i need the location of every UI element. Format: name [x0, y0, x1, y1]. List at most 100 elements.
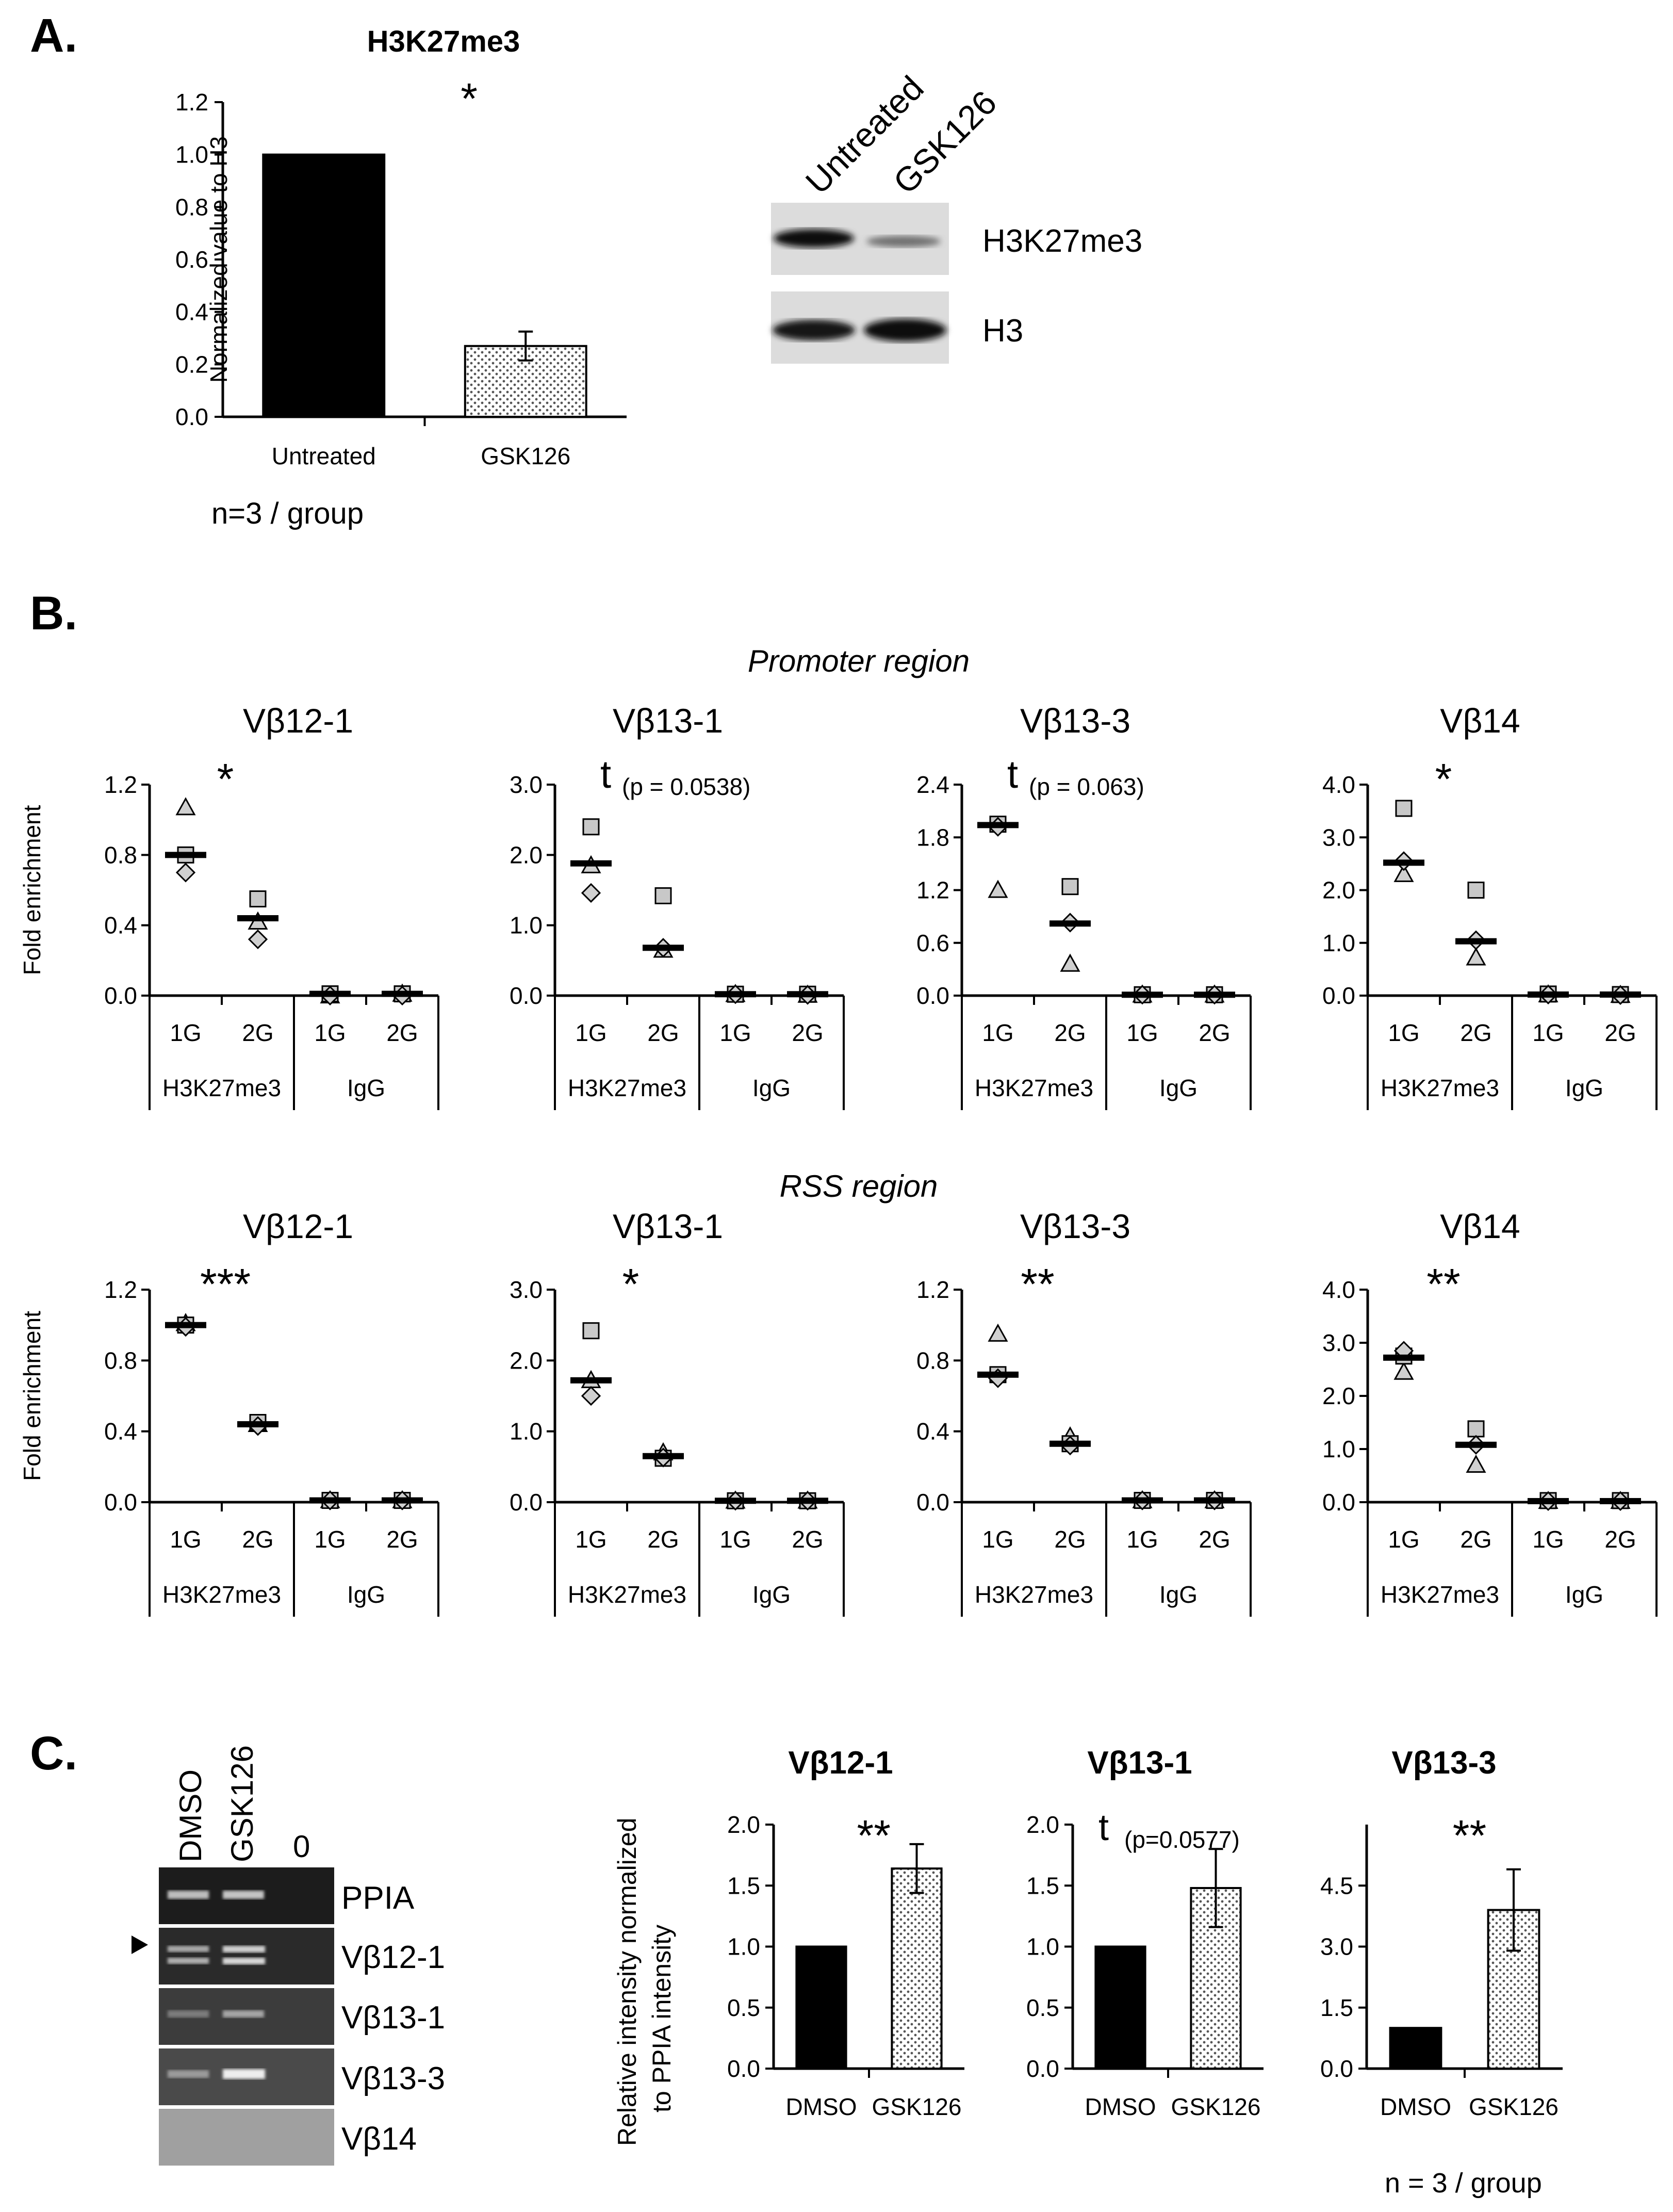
y-tick-label: 1.8 [916, 824, 949, 851]
y-tick-label: 0.6 [175, 246, 208, 273]
gel-band-ppia-gsk126 [223, 1891, 264, 1899]
y-tick-label: 0.0 [175, 403, 208, 430]
gel-band-vb13-1-gsk126 [223, 2010, 264, 2018]
square-marker [1467, 882, 1485, 899]
mean-bar [643, 945, 684, 951]
gel-strip-vb14 [159, 2109, 334, 2166]
gel-lane-gsk126: GSK126 [225, 1745, 259, 1862]
panel-a-note: n=3 / group [211, 497, 364, 530]
chart-title: Vβ14 [1440, 702, 1520, 740]
y-tick-label: 0.4 [916, 1418, 949, 1445]
y-tick-label: 0.0 [916, 1489, 949, 1516]
mean-bar [1194, 991, 1235, 998]
mean-bar [1455, 1441, 1497, 1448]
diamond-marker [248, 929, 268, 950]
significance-marker: t [600, 753, 611, 796]
x-tick-label: 1G [1388, 1019, 1419, 1046]
mean-bar [1049, 1440, 1091, 1447]
y-axis-label: Fold enrichment [19, 805, 45, 975]
y-tick-label: 3.0 [1320, 1933, 1353, 1960]
significance-marker: * [217, 755, 234, 803]
x-tick-label: 1G [1126, 1019, 1158, 1046]
mean-bar [309, 1497, 351, 1504]
panel-c-ylabel-line1: Relative intensity normalized [613, 1818, 642, 2146]
y-tick-label: 0.8 [916, 1347, 949, 1374]
group-label: H3K27me3 [162, 1075, 281, 1101]
x-tick-label: 2G [1460, 1019, 1491, 1046]
x-tick-label: 2G [792, 1019, 823, 1046]
x-tick-label: 2G [792, 1526, 823, 1553]
triangle-marker [1393, 864, 1414, 882]
square-marker [1061, 878, 1079, 896]
x-tick-label: 1G [170, 1526, 201, 1553]
mean-bar [1194, 1497, 1235, 1504]
triangle-marker [1060, 953, 1080, 972]
mean-bar [1528, 1498, 1569, 1504]
x-tick-label: 1G [1388, 1526, 1419, 1553]
y-tick-label: 1.5 [1026, 1872, 1059, 1899]
chart-title: Vβ12-1 [788, 1745, 893, 1781]
x-tick-label: 2G [1054, 1019, 1086, 1046]
blot-row-h3: H3 [982, 313, 1023, 349]
x-tick-label: 2G [386, 1526, 418, 1553]
y-tick-label: 0.5 [1026, 1994, 1059, 2021]
gel-row-vb14: Vβ14 [341, 2121, 417, 2157]
gel-row-vb13-3: Vβ13-3 [341, 2061, 445, 2096]
bar-gsk126 [891, 1867, 943, 2070]
gel-band-vb12-1-dmso-bottom [168, 1958, 209, 1964]
chart-title: Vβ14 [1440, 1207, 1520, 1245]
gel-band-vb13-3-gsk126 [223, 2069, 265, 2079]
mean-bar [382, 990, 423, 997]
y-tick-label: 2.0 [727, 1811, 760, 1838]
group-label: IgG [752, 1581, 791, 1608]
group-label: H3K27me3 [975, 1581, 1093, 1608]
y-tick-label: 0.6 [916, 930, 949, 956]
mean-bar [165, 852, 206, 858]
scatter-chart-promoter-vb12-1: Vβ12-1 Fold enrichment 0.0 0.4 0.8 1.2 1G 2G 1G 2… [19, 702, 439, 1110]
chart-title: Vβ13-1 [613, 1207, 723, 1245]
x-tick-label: Untreated [272, 443, 376, 469]
x-tick-label: 2G [1054, 1526, 1086, 1553]
y-tick-label: 3.0 [510, 771, 543, 798]
region-label-promoter: Promoter region [748, 644, 970, 678]
x-tick-label: 1G [170, 1019, 201, 1046]
y-tick-label: 0.4 [175, 299, 208, 326]
group-label: H3K27me3 [568, 1581, 686, 1608]
x-tick-label: 2G [1199, 1019, 1230, 1046]
y-tick-label: 2.4 [916, 771, 949, 798]
gel-band-ppia-dmso [168, 1891, 209, 1899]
y-tick-label: 0.0 [104, 1489, 137, 1516]
x-tick-label: 1G [719, 1019, 751, 1046]
y-tick-label: 0.0 [1322, 982, 1355, 1009]
panel-letter-a: A. [30, 9, 77, 62]
mean-bar [1383, 859, 1424, 866]
chart-title: Vβ13-3 [1391, 1745, 1496, 1781]
group-label: IgG [1565, 1581, 1603, 1608]
x-tick-label: 1G [314, 1019, 346, 1046]
x-tick-label: 2G [242, 1019, 273, 1046]
y-tick-label: 0.4 [104, 912, 137, 939]
y-tick-label: 2.0 [1026, 1811, 1059, 1838]
blot-band-h3k27me3-gsk126 [866, 236, 941, 247]
x-tick-label: 2G [647, 1019, 679, 1046]
scatter-chart-rss-vb12-1: Vβ12-1 Fold enrichment 0.0 0.4 0.8 1.2 1G 2G 1G 2… [19, 1207, 439, 1617]
y-tick-label: 0.0 [1026, 2055, 1059, 2082]
y-tick-label: 1.0 [175, 141, 208, 168]
blot-band-h3-untreated [773, 320, 855, 340]
x-tick-label: GSK126 [481, 443, 570, 469]
x-tick-label: 1G [719, 1526, 751, 1553]
x-tick-label: 1G [982, 1526, 1013, 1553]
gel-band-vb12-1-dmso-top [168, 1946, 209, 1952]
y-tick-label: 1.0 [727, 1933, 760, 1960]
gel-band-vb12-1-gsk126-bottom [223, 1958, 265, 1964]
x-tick-label: 2G [1460, 1526, 1491, 1553]
mean-bar [787, 991, 828, 998]
group-label: IgG [1159, 1581, 1198, 1608]
y-tick-label: 1.2 [104, 1276, 137, 1303]
y-tick-label: 1.5 [727, 1872, 760, 1899]
y-tick-label: 0.8 [104, 841, 137, 868]
diamond-marker [581, 1386, 601, 1406]
scatter-chart-rss-vb13-1: Vβ13-1 0.0 1.0 2.0 3.0 1G 2G 1G 2G H3K27me3 IgG * [510, 1207, 845, 1617]
